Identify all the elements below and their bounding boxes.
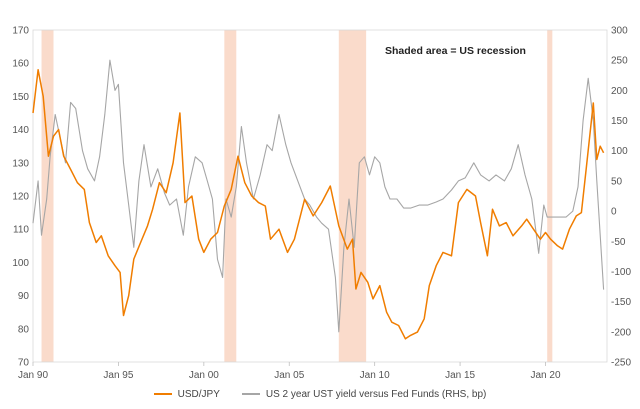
x-tick-label: Jan 20 [530, 370, 560, 381]
left-tick-label: 150 [12, 92, 29, 103]
x-tick-label: Jan 95 [103, 370, 133, 381]
left-tick-label: 80 [18, 324, 30, 335]
left-tick-label: 90 [18, 291, 30, 302]
right-tick-label: 150 [611, 116, 628, 127]
right-tick-label: -150 [611, 297, 631, 308]
series-lines [32, 59, 605, 340]
recession-band-1 [224, 30, 237, 362]
plot-area-border [32, 29, 608, 363]
left-tick-label: 70 [18, 358, 30, 369]
right-tick-label: 50 [611, 176, 623, 187]
x-axis: Jan 90 Jan 95 Jan 00 Jan 05 Jan 10 Jan 15 Jan … [18, 362, 561, 381]
legend-item-ust-spread: US 2 year UST yield versus Fed Funds (RH… [241, 388, 487, 400]
series-line-ust-spread [32, 59, 605, 333]
right-tick-label: -100 [611, 267, 631, 278]
series-line-usdjpy [32, 69, 605, 340]
left-tick-label: 130 [12, 158, 29, 169]
legend-swatch-ust-spread [241, 393, 260, 395]
right-tick-label: 200 [611, 86, 628, 97]
recession-band-2 [338, 30, 367, 362]
right-tick-label: 0 [611, 207, 617, 218]
legend-swatch-usdjpy [153, 393, 172, 395]
x-tick-label: Jan 00 [189, 370, 219, 381]
left-axis: 70 80 90 100 110 120 130 140 150 160 170 [12, 26, 29, 369]
x-tick-label: Jan 10 [360, 370, 390, 381]
legend-item-usdjpy: USD/JPY [153, 388, 220, 400]
right-tick-label: -200 [611, 327, 631, 338]
right-tick-label: -50 [611, 237, 626, 248]
x-tick-label: Jan 90 [18, 370, 48, 381]
right-tick-label: 250 [611, 56, 628, 67]
recession-annotation: Shaded area = US recession [385, 45, 526, 57]
left-tick-label: 100 [12, 258, 29, 269]
right-axis: -250 -200 -150 -100 -50 0 50 100 150 200 250 300 [611, 26, 631, 369]
right-tick-label: -250 [611, 358, 631, 369]
x-tick-label: Jan 15 [445, 370, 475, 381]
left-tick-label: 120 [12, 192, 29, 203]
right-tick-label: 100 [611, 146, 628, 157]
recession-bands [41, 30, 553, 362]
right-tick-label: 300 [611, 26, 628, 37]
recession-band-3 [547, 30, 553, 362]
legend-label-usdjpy: USD/JPY [177, 388, 220, 400]
x-tick-label: Jan 05 [274, 370, 304, 381]
left-tick-label: 140 [12, 125, 29, 136]
left-tick-label: 160 [12, 59, 29, 70]
legend-label-ust-spread: US 2 year UST yield versus Fed Funds (RH… [265, 388, 487, 400]
recession-band-0 [41, 30, 54, 362]
legend: USD/JPY US 2 year UST yield versus Fed F… [0, 384, 640, 404]
left-tick-label: 110 [13, 225, 29, 236]
left-tick-label: 170 [12, 26, 29, 37]
